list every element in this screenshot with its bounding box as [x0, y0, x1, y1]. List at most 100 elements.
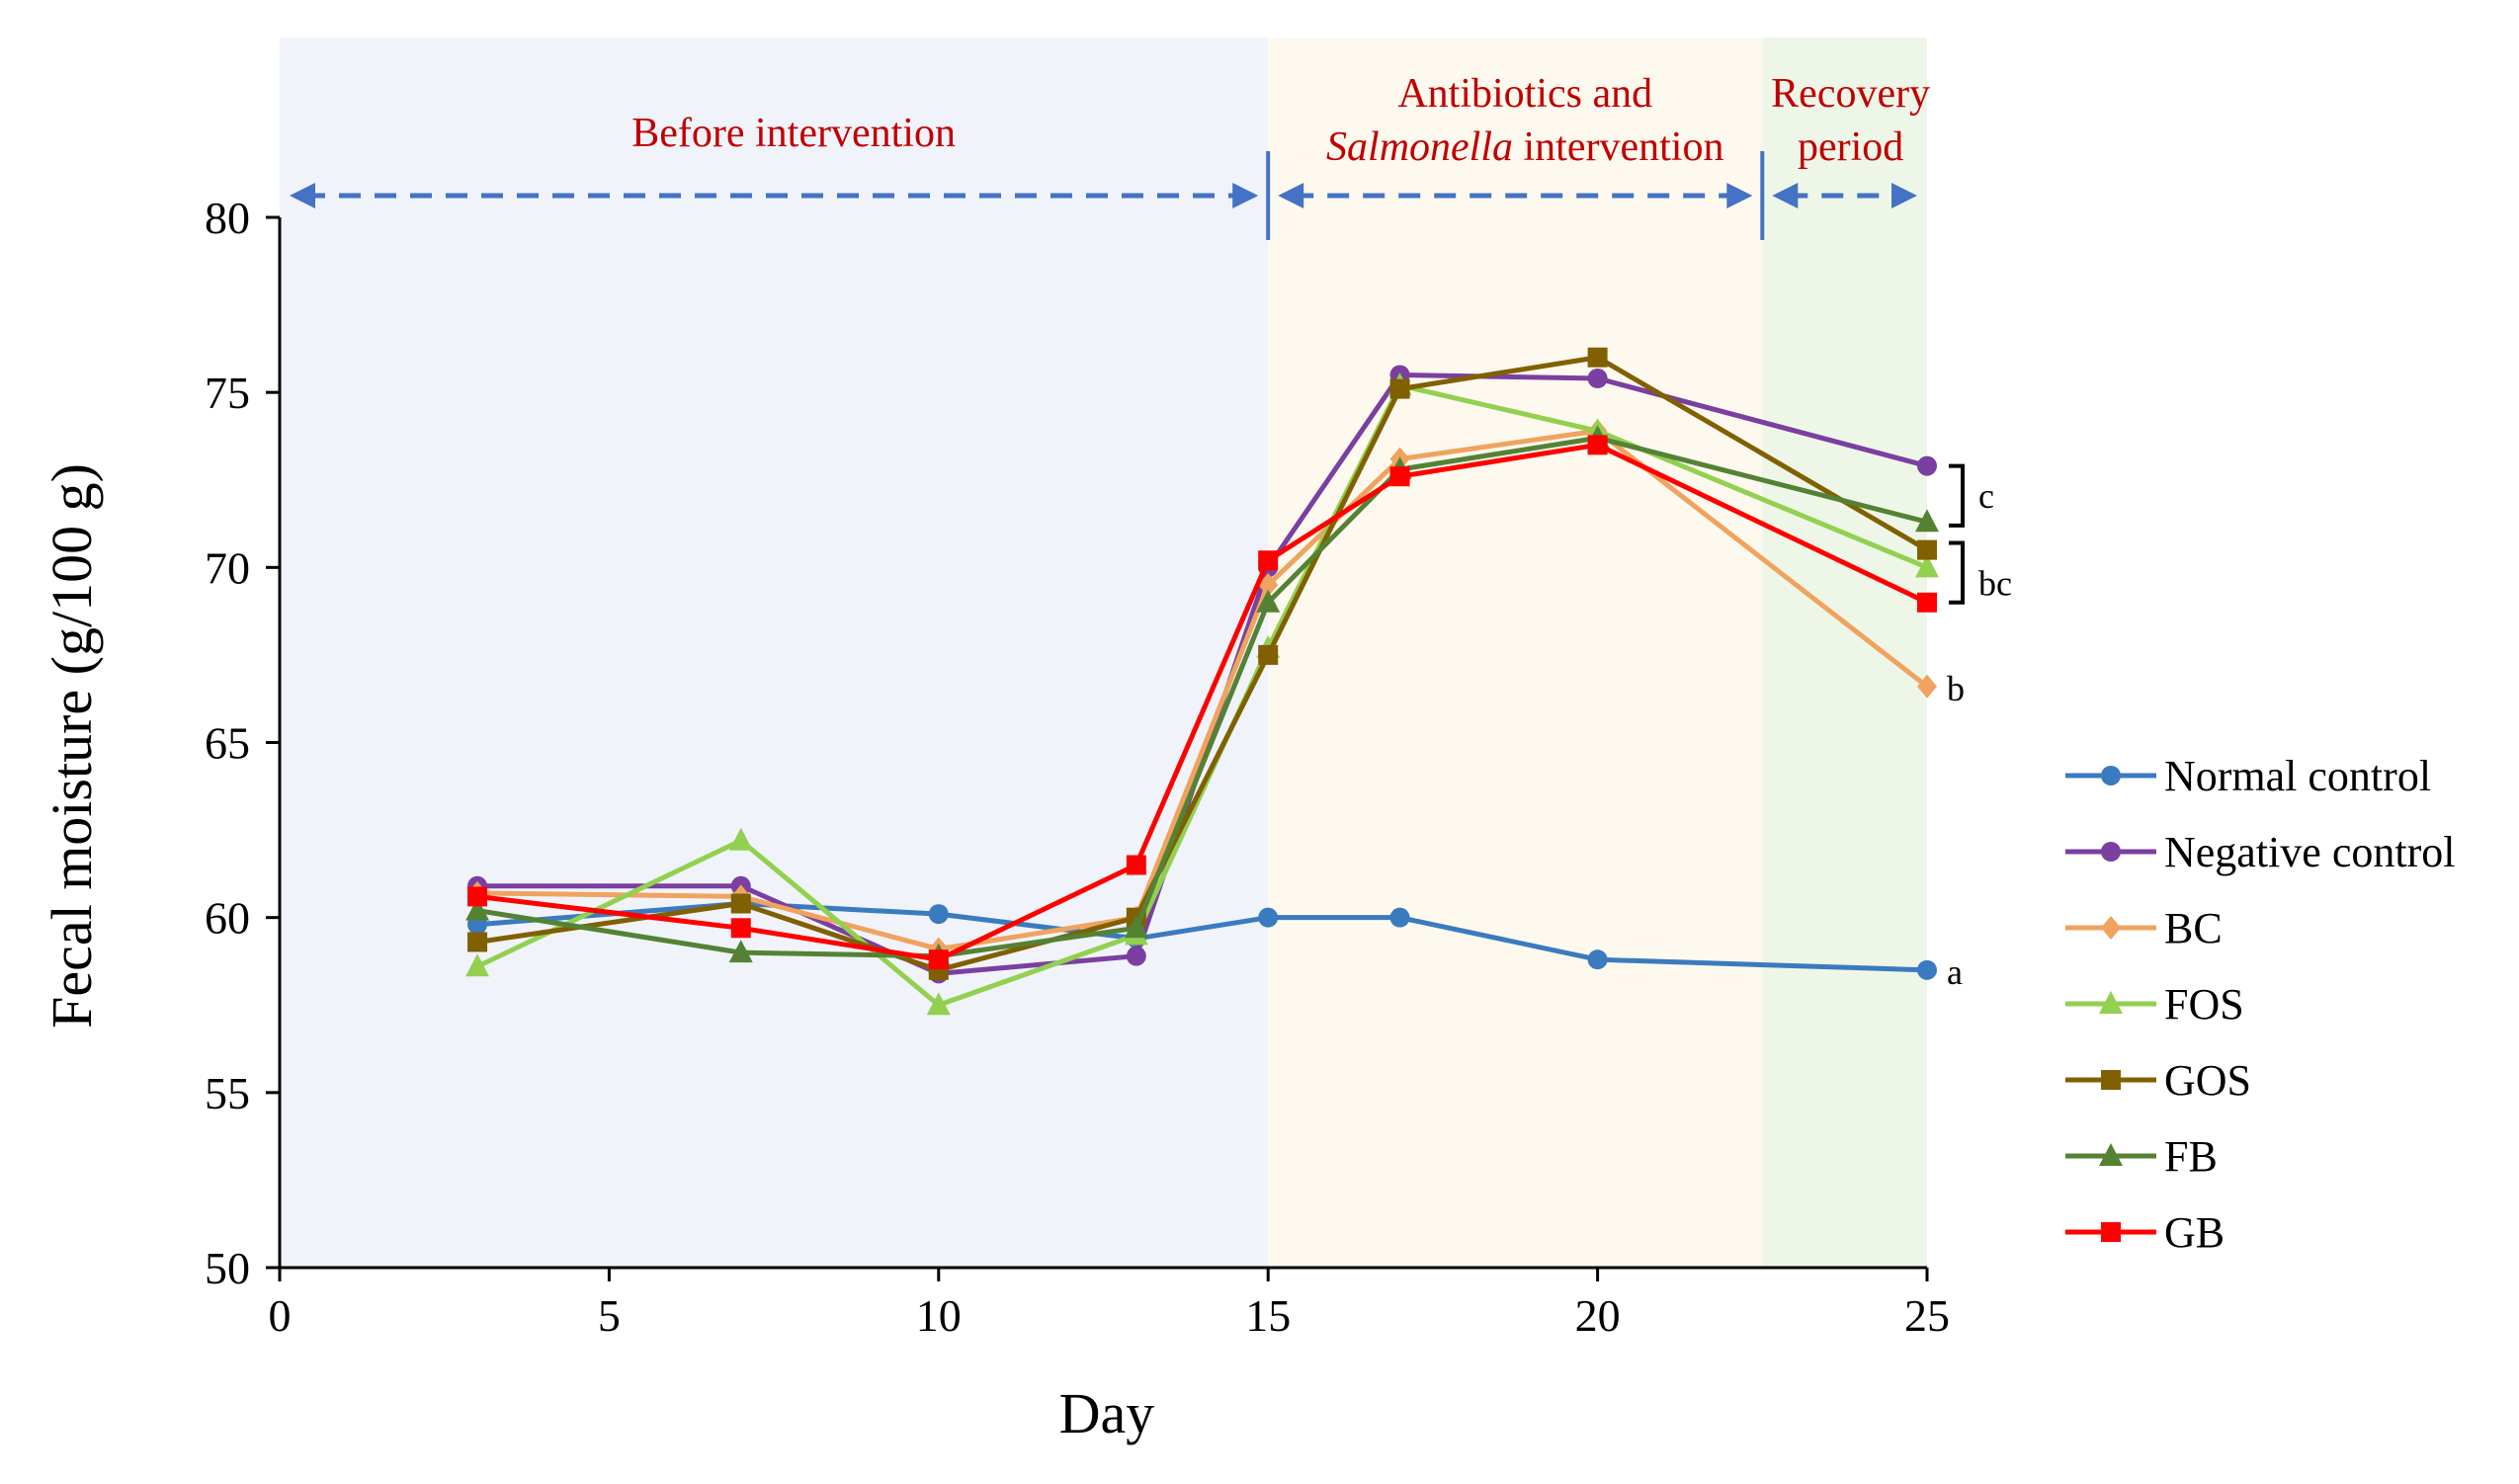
point-gos-day-25	[1917, 539, 1937, 560]
point-gb-day-17	[1389, 466, 1410, 487]
point-normal-control-day-17	[1389, 907, 1410, 928]
point-gb-day-25	[1917, 592, 1937, 613]
y-tick-label-55: 55	[205, 1068, 250, 1118]
y-tick-label-60: 60	[205, 893, 250, 944]
series-line-bc	[477, 428, 1929, 952]
legend-item-bc: BC	[2065, 904, 2223, 952]
legend-label-negative-control: Negative control	[2164, 828, 2455, 876]
arrow-left-head	[290, 183, 315, 208]
point-gos-day-15	[1258, 644, 1279, 665]
phase-arrows	[290, 151, 1917, 240]
point-gb-day-15	[1258, 550, 1279, 571]
legend-marker-fos	[2099, 991, 2123, 1014]
y-axis-label: Fecal moisture (g/100 g)	[40, 463, 104, 1029]
point-fos-day-25	[1915, 554, 1939, 578]
x-tick-label-0: 0	[269, 1290, 292, 1341]
y-tick-label-65: 65	[205, 718, 250, 769]
annotation-b: b	[1947, 669, 1965, 708]
x-tick-label-5: 5	[598, 1290, 621, 1341]
point-bc-day-15	[1258, 573, 1279, 598]
arrow-right-head	[1232, 183, 1259, 208]
arrow-right-head	[1891, 183, 1917, 208]
point-fb-day-13	[1124, 915, 1148, 939]
legend-item-negative-control: Negative control	[2065, 828, 2455, 876]
phase-label-1-line-1: Before intervention	[631, 111, 956, 156]
point-gb-day-13	[1126, 855, 1146, 875]
phase-arrow-1	[290, 183, 1259, 208]
point-negative-control-day-20	[1587, 368, 1608, 388]
annotation-bc: bc	[1949, 540, 2012, 605]
point-normal-control-day-15	[1258, 907, 1279, 928]
point-negative-control-day-25	[1917, 455, 1937, 476]
legend-marker-fb	[2099, 1143, 2123, 1166]
annotation-label-a: a	[1947, 952, 1963, 992]
legend-marker-negative-control	[2101, 842, 2121, 862]
point-normal-control-day-10	[928, 904, 949, 925]
point-fb-day-15	[1256, 589, 1281, 613]
legend-marker-bc	[2101, 916, 2121, 940]
phase-arrow-3	[1772, 183, 1917, 208]
y-tick-label-70: 70	[205, 542, 250, 593]
label-rest: intervention	[1513, 124, 1723, 170]
legend-label-bc: BC	[2164, 904, 2223, 952]
arrow-left-head	[1772, 183, 1799, 208]
phase-label-3-line-2: period	[1798, 124, 1903, 170]
arrow-right-head	[1726, 183, 1753, 208]
legend-label-gos: GOS	[2164, 1056, 2251, 1105]
phase-band-2	[1268, 38, 1763, 1268]
legend-label-fos: FOS	[2164, 980, 2244, 1029]
bracket-c	[1949, 463, 1965, 528]
series-gb	[467, 435, 1937, 970]
x-tick-label-10: 10	[916, 1290, 962, 1341]
x-tick-label-25: 25	[1904, 1290, 1950, 1341]
point-gb-day-10	[928, 949, 949, 970]
annotation-label-c: c	[1978, 476, 1994, 516]
legend-item-gos: GOS	[2065, 1056, 2251, 1105]
legend: Normal control Negative control BC FOS GOS FB…	[2065, 752, 2455, 1257]
legend-item-normal-control: Normal control	[2065, 752, 2431, 800]
legend-marker-gb	[2101, 1222, 2121, 1242]
phase-label-3-line-1: Recovery	[1771, 71, 1930, 117]
italic-organism-name: Salmonella	[1326, 124, 1513, 170]
series-line-gb	[476, 442, 1929, 962]
annotation-label-bc: bc	[1978, 564, 2012, 604]
phase-band-1	[280, 38, 1269, 1268]
point-fos-day-7	[728, 827, 753, 851]
axes: 50 55 60 65 70 75 80 0 5 10 15 20 25	[205, 193, 1950, 1341]
annotation-label-b: b	[1947, 669, 1965, 708]
legend-label-normal-control: Normal control	[2164, 752, 2431, 800]
series-line-gos	[476, 355, 1929, 973]
legend-item-gb: GB	[2065, 1208, 2225, 1257]
annotation-c: c	[1949, 463, 1994, 528]
point-fb-day-25	[1915, 509, 1939, 533]
point-bc-day-25	[1917, 674, 1937, 699]
point-gb-day-20	[1587, 435, 1608, 455]
point-gos-day-20	[1587, 347, 1608, 368]
point-negative-control-day-13	[1126, 946, 1146, 966]
point-gos-day-3	[467, 932, 488, 952]
point-fb-day-3	[465, 897, 490, 921]
series-layer	[465, 347, 1939, 1016]
bracket-bc	[1949, 540, 1965, 605]
point-gos-day-7	[730, 893, 751, 914]
point-normal-control-day-25	[1917, 959, 1937, 980]
series-line-fb	[476, 435, 1928, 959]
legend-item-fb: FB	[2065, 1132, 2218, 1181]
point-gos-day-17	[1389, 378, 1410, 399]
phase-labels: Before intervention Antibiotics and Salmon…	[631, 71, 1930, 170]
phase-bands	[280, 38, 1927, 1268]
legend-label-gb: GB	[2164, 1208, 2225, 1257]
legend-marker-normal-control	[2101, 766, 2121, 785]
phase-label-2-line-1: Antibiotics and	[1397, 71, 1652, 117]
y-tick-label-75: 75	[205, 368, 250, 418]
legend-label-fb: FB	[2164, 1132, 2218, 1181]
y-tick-label-50: 50	[205, 1243, 250, 1293]
point-gb-day-7	[730, 918, 751, 939]
x-tick-label-15: 15	[1245, 1290, 1291, 1341]
phase-band-3	[1762, 38, 1927, 1268]
point-gb-day-3	[467, 886, 488, 907]
phase-arrow-2	[1278, 183, 1753, 208]
x-axis-label: Day	[1059, 1381, 1155, 1445]
phase-label-2-line-2: Salmonella intervention	[1326, 124, 1723, 170]
